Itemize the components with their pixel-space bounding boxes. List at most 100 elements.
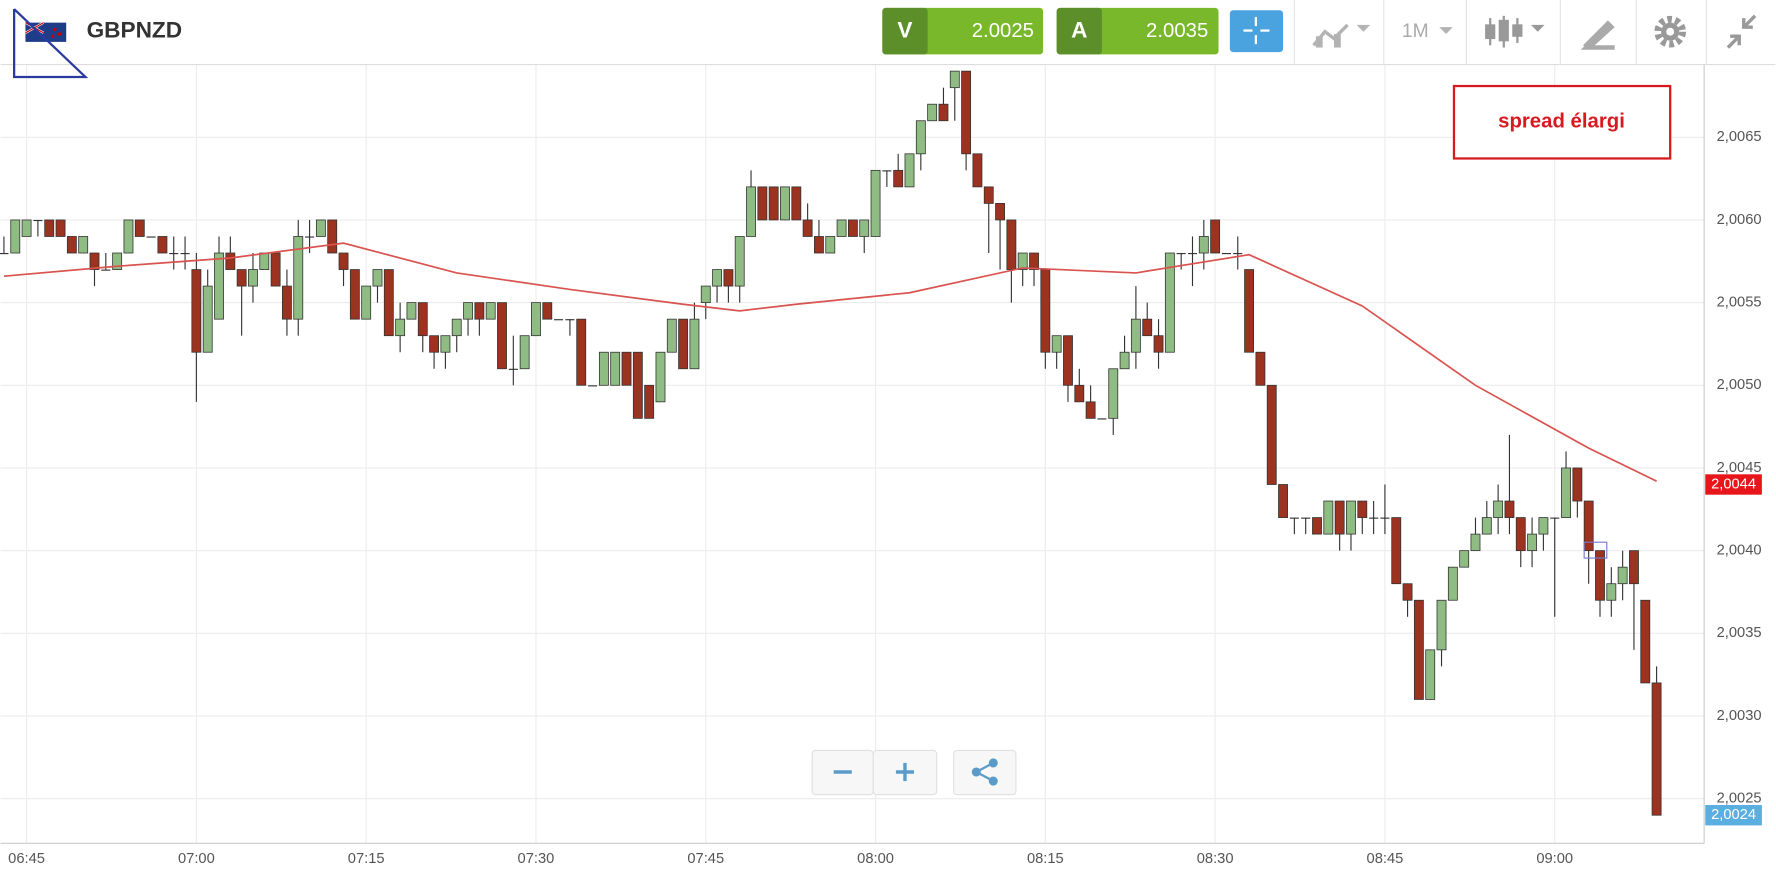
candle-body <box>497 302 507 370</box>
candle-body <box>1176 253 1186 255</box>
candle-body <box>1289 517 1299 519</box>
y-tick-label: 2,0055 <box>1717 295 1762 311</box>
candle-body <box>1583 500 1594 552</box>
candle-body <box>610 351 621 386</box>
candle-body <box>214 252 224 320</box>
y-tick-label: 2,0030 <box>1717 708 1762 724</box>
price-marker-label: 2,0024 <box>1711 807 1756 823</box>
collapse-button[interactable] <box>1726 14 1757 49</box>
draw-button[interactable] <box>1580 20 1615 50</box>
candle-body <box>89 252 100 270</box>
x-tick-label: 07:00 <box>178 851 215 867</box>
annotation-box: spread élargi <box>1452 84 1672 160</box>
candle-body <box>282 285 292 320</box>
candle-body <box>847 219 858 237</box>
indicator-button[interactable] <box>1312 23 1371 48</box>
candle-body <box>689 318 700 370</box>
y-tick-label: 2,0045 <box>1717 460 1762 476</box>
candle-body <box>361 285 372 320</box>
candle-body <box>1640 599 1651 684</box>
candle-body <box>859 219 870 237</box>
candle-body <box>1164 252 1175 353</box>
candle-body <box>961 70 972 155</box>
cursor-box <box>1583 541 1608 559</box>
candle-body <box>972 153 983 188</box>
candle-body <box>712 269 722 287</box>
candle-body <box>734 236 745 287</box>
candle-body <box>1108 368 1119 419</box>
candle-body <box>1221 253 1231 255</box>
candle-body <box>508 368 518 370</box>
candle-body <box>1617 566 1628 585</box>
candle-body <box>1334 500 1345 535</box>
candle-body <box>349 269 360 320</box>
candle-body <box>927 103 938 122</box>
candle-body <box>474 302 485 320</box>
candle-body <box>1006 219 1017 270</box>
share-button[interactable] <box>953 749 1017 796</box>
candle-body <box>1651 682 1662 816</box>
x-tick-label: 08:30 <box>1197 851 1234 867</box>
candle-body <box>202 285 213 353</box>
candle-body <box>1447 566 1458 601</box>
candle-body <box>678 318 689 370</box>
candle-body <box>270 252 281 287</box>
candle-body <box>1266 384 1277 485</box>
timeframe-button[interactable]: 1M <box>1402 21 1453 42</box>
selection-marker <box>13 8 89 79</box>
candle-body <box>1550 517 1560 519</box>
candle-body <box>723 269 734 287</box>
candle-body <box>1606 583 1617 601</box>
candle-body <box>836 219 847 237</box>
x-tick-label: 07:15 <box>348 851 385 867</box>
zoom-in-button[interactable] <box>872 749 938 796</box>
buy-button[interactable]: A 2.0035 <box>1056 7 1219 55</box>
candle-body <box>1085 401 1096 419</box>
settings-button[interactable] <box>1654 15 1687 48</box>
candle-body <box>1153 335 1164 353</box>
y-tick-label: 2,0065 <box>1717 129 1762 145</box>
candle-body <box>1425 649 1436 700</box>
timeframe: 1M <box>1402 21 1429 42</box>
candle-body <box>565 319 575 321</box>
crosshair-button[interactable] <box>1229 10 1284 53</box>
candle-body <box>338 252 349 270</box>
candle-body <box>938 103 949 122</box>
sell-button[interactable]: V 2.0025 <box>882 7 1044 55</box>
candle-body <box>1187 253 1198 255</box>
candle-body <box>1629 550 1639 585</box>
candle-body <box>1595 550 1605 601</box>
chart-type-button[interactable] <box>1485 15 1545 48</box>
candle-body <box>870 169 881 237</box>
candle-body <box>949 70 960 89</box>
candle-body <box>598 351 609 386</box>
candle-body <box>1561 467 1571 518</box>
candle-body <box>1029 252 1039 270</box>
candle-body <box>621 351 632 386</box>
candle-body <box>180 253 190 255</box>
candle-body <box>463 302 473 320</box>
candle-body <box>882 170 892 172</box>
candle-body <box>1493 500 1504 518</box>
candle-body <box>757 186 768 221</box>
annotation-text: spread élargi <box>1498 111 1625 133</box>
zoom-out-button[interactable] <box>811 749 874 796</box>
sell-price: 2.0025 <box>972 20 1034 42</box>
candle-body <box>995 203 1005 221</box>
candle-body <box>417 302 428 337</box>
candle-body <box>893 169 904 188</box>
candle-body <box>1357 500 1368 518</box>
candle-body <box>429 335 440 353</box>
candle-body <box>1210 219 1221 254</box>
candle-body <box>1233 253 1243 255</box>
candle-body <box>1527 533 1538 552</box>
candle-body <box>915 120 926 155</box>
candle-body <box>485 302 496 320</box>
candle-body <box>10 219 21 254</box>
candle-body <box>1017 252 1028 270</box>
candle-body <box>1278 484 1288 518</box>
candle-body <box>1538 517 1549 535</box>
candle-body <box>983 186 994 204</box>
candle-body <box>1040 269 1051 353</box>
